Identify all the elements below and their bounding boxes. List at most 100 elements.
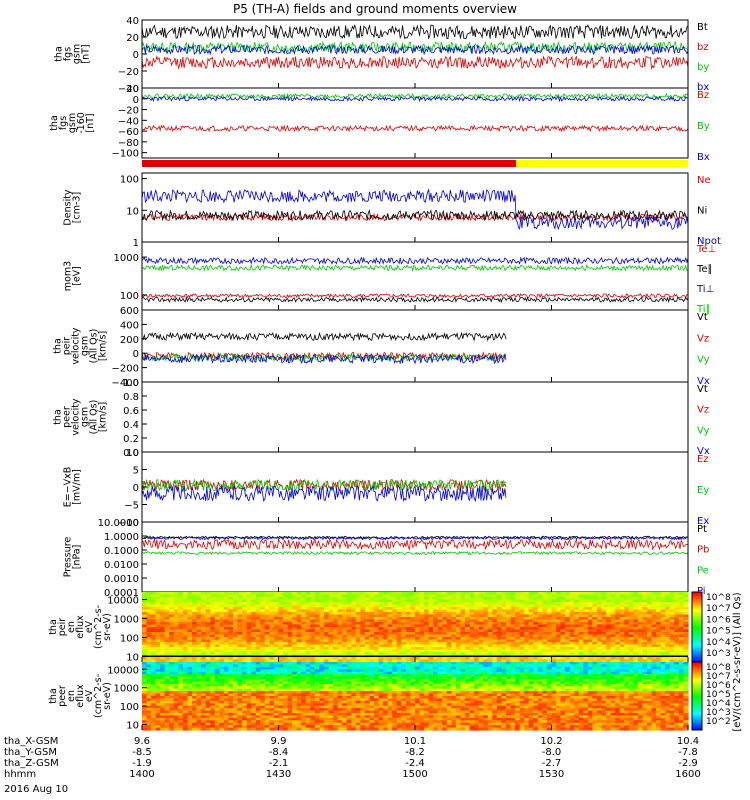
heatmap-cell: [342, 666, 348, 670]
heatmap-cell: [314, 619, 321, 623]
heatmap-cell: [155, 676, 161, 680]
heatmap-cell: [273, 617, 280, 621]
heatmap-cell: [337, 592, 343, 596]
heatmap-cell: [328, 700, 334, 704]
heatmap-cell: [287, 634, 293, 638]
y-tick-label: 0: [133, 95, 139, 106]
heatmap-cell: [478, 614, 484, 618]
heatmap-cell: [437, 607, 443, 611]
heatmap-cell: [210, 717, 216, 721]
heatmap-cell: [237, 681, 243, 685]
heatmap-cell: [437, 622, 443, 626]
heatmap-cell: [296, 597, 302, 601]
heatmap-cell: [228, 671, 234, 675]
heatmap-cell: [223, 657, 230, 661]
heatmap-cell: [196, 642, 202, 646]
heatmap-cell: [656, 607, 662, 611]
heatmap-cell: [556, 602, 562, 606]
heatmap-cell: [146, 629, 152, 633]
heatmap-cell: [301, 614, 307, 618]
heatmap-cell: [210, 642, 216, 646]
heatmap-cell: [546, 639, 553, 643]
heatmap-cell: [223, 617, 230, 621]
heatmap-cell: [246, 629, 252, 633]
heatmap-cell: [647, 652, 653, 656]
heatmap-cell: [328, 602, 334, 606]
heatmap-cell: [146, 594, 152, 598]
heatmap-cell: [619, 624, 625, 628]
heatmap-cell: [651, 629, 657, 633]
heatmap-cell: [287, 669, 293, 673]
heatmap-cell: [660, 644, 666, 648]
heatmap-cell: [615, 592, 621, 596]
heatmap-cell: [433, 634, 439, 638]
heatmap-cell: [228, 622, 234, 626]
heatmap-cell: [633, 657, 639, 661]
heatmap-cell: [160, 700, 166, 704]
heatmap-cell: [424, 649, 430, 653]
heatmap-cell: [346, 703, 352, 707]
heatmap-cell: [501, 649, 507, 653]
heatmap-cell: [337, 594, 343, 598]
heatmap-cell: [560, 629, 566, 633]
heatmap-cell: [528, 604, 534, 608]
heatmap-cell: [524, 609, 530, 613]
legend-entry: Bx: [697, 152, 710, 163]
heatmap-cell: [151, 634, 157, 638]
heatmap-cell: [319, 644, 325, 648]
heatmap-cell: [192, 657, 198, 661]
heatmap-cell: [574, 624, 580, 628]
heatmap-cell: [233, 691, 239, 695]
heatmap-cell: [551, 652, 557, 656]
heatmap-cell: [606, 602, 612, 606]
heatmap-cell: [501, 652, 507, 656]
heatmap-cell: [346, 722, 352, 726]
heatmap-cell: [355, 666, 361, 670]
heatmap-cell: [287, 629, 293, 633]
heatmap-cell: [155, 722, 161, 726]
heatmap-cell: [392, 632, 398, 636]
heatmap-cell: [260, 597, 266, 601]
heatmap-cell: [610, 619, 616, 623]
heatmap-cell: [178, 602, 184, 606]
heatmap-cell: [528, 659, 534, 663]
heatmap-cell: [346, 720, 352, 724]
heatmap-cell: [287, 617, 293, 621]
heatmap-cell: [314, 599, 321, 603]
heatmap-cell: [656, 637, 662, 641]
heatmap-cell: [606, 617, 612, 621]
heatmap-cell: [424, 602, 430, 606]
heatmap-cell: [314, 594, 321, 598]
heatmap-cell: [333, 662, 339, 666]
heatmap-cell: [478, 617, 484, 621]
heatmap-cell: [242, 696, 248, 700]
heatmap-cell: [333, 657, 339, 661]
heatmap-cell: [364, 609, 371, 613]
heatmap-cell: [637, 607, 644, 611]
heatmap-cell: [210, 627, 216, 631]
heatmap-cell: [196, 619, 202, 623]
heatmap-cell: [337, 681, 343, 685]
heatmap-cell: [551, 592, 557, 596]
y-tick-label: 100: [120, 291, 139, 302]
heatmap-cell: [251, 681, 257, 685]
heatmap-cell: [278, 599, 284, 603]
heatmap-cell: [283, 708, 289, 712]
heatmap-cell: [324, 671, 330, 675]
heatmap-cell: [233, 604, 239, 608]
heatmap-cell: [214, 708, 220, 712]
heatmap-cell: [219, 649, 225, 653]
heatmap-cell: [460, 639, 466, 643]
heatmap-cell: [201, 642, 207, 646]
heatmap-cell: [424, 642, 430, 646]
heatmap-cell: [219, 717, 225, 721]
heatmap-cell: [410, 622, 416, 626]
y-tick-label: 20: [126, 33, 139, 44]
heatmap-cell: [219, 612, 225, 616]
heatmap-cell: [601, 629, 607, 633]
heatmap-cell: [346, 652, 352, 656]
heatmap-cell: [169, 622, 175, 626]
heatmap-cell: [665, 644, 671, 648]
heatmap-cell: [164, 592, 170, 596]
heatmap-cell: [346, 691, 352, 695]
